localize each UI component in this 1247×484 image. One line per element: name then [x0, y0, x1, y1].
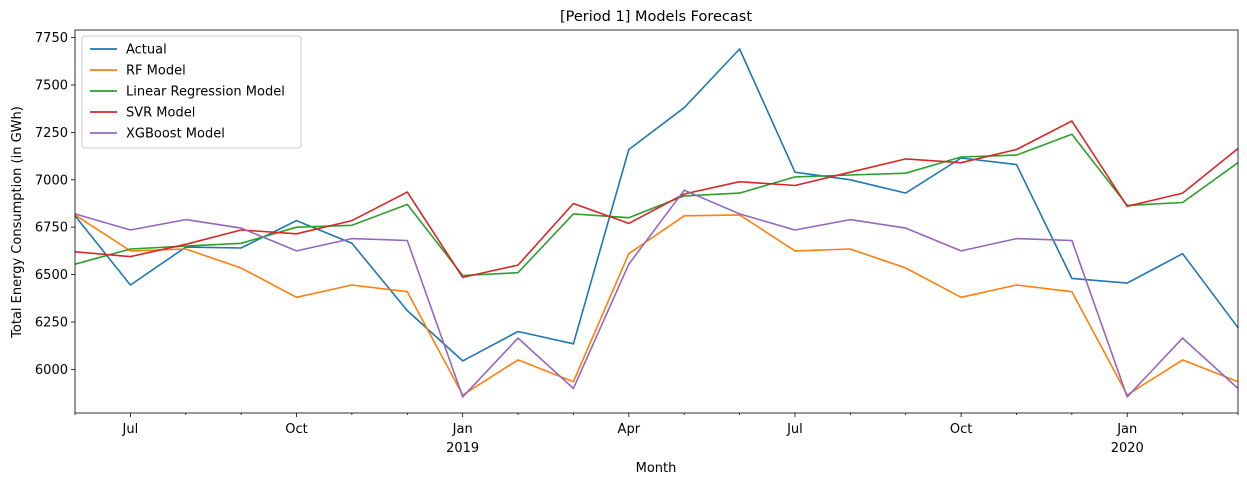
y-axis: 6000 6250 6500 6750 7000 7250 7500 7750	[35, 31, 75, 378]
x-tick-label-0: Jul	[122, 422, 139, 437]
x-tick-label-2: Jan	[452, 422, 473, 437]
x-tick-label-1: Oct	[285, 422, 307, 437]
legend-label-0: Actual	[126, 43, 167, 58]
x-tick-year-label-2: 2019	[446, 441, 479, 456]
x-axis: Jul Oct Jan 2019 Apr Jul Oct Jan 2020	[74, 413, 1239, 456]
series-line-4	[74, 189, 1239, 398]
legend-label-2: Linear Regression Model	[126, 85, 285, 100]
y-tick-label-4: 7000	[35, 173, 68, 188]
y-tick-label-0: 6000	[35, 363, 68, 378]
series-line-2	[74, 133, 1239, 277]
x-tick-label-3: Apr	[618, 422, 641, 437]
series-line-1	[74, 214, 1239, 396]
x-tick-label-6: Jan	[1116, 422, 1137, 437]
y-tick-label-6: 7500	[35, 78, 68, 93]
y-axis-label: Total Energy Consumption (in GWh)	[10, 106, 25, 339]
series-line-3	[74, 120, 1239, 279]
legend: Actual RF Model Linear Regression Model SVR…	[81, 35, 302, 149]
legend-label-4: XGBoost Model	[126, 127, 225, 142]
chart-title: [Period 1] Models Forecast	[560, 9, 752, 25]
y-tick-label-7: 7750	[35, 31, 68, 46]
y-tick-label-2: 6500	[35, 268, 68, 283]
legend-label-3: SVR Model	[126, 106, 195, 121]
legend-label-1: RF Model	[126, 64, 186, 79]
x-tick-label-4: Jul	[786, 422, 803, 437]
series-line-0	[74, 48, 1239, 362]
x-tick-year-label-6: 2020	[1111, 441, 1144, 456]
y-tick-label-3: 6750	[35, 221, 68, 236]
y-tick-label-1: 6250	[35, 315, 68, 330]
plot-lines	[74, 48, 1239, 398]
legend-box	[81, 35, 302, 149]
x-tick-label-5: Oct	[950, 422, 972, 437]
y-tick-label-5: 7250	[35, 126, 68, 141]
x-axis-label: Month	[636, 461, 677, 476]
plot-frame	[74, 29, 1239, 414]
